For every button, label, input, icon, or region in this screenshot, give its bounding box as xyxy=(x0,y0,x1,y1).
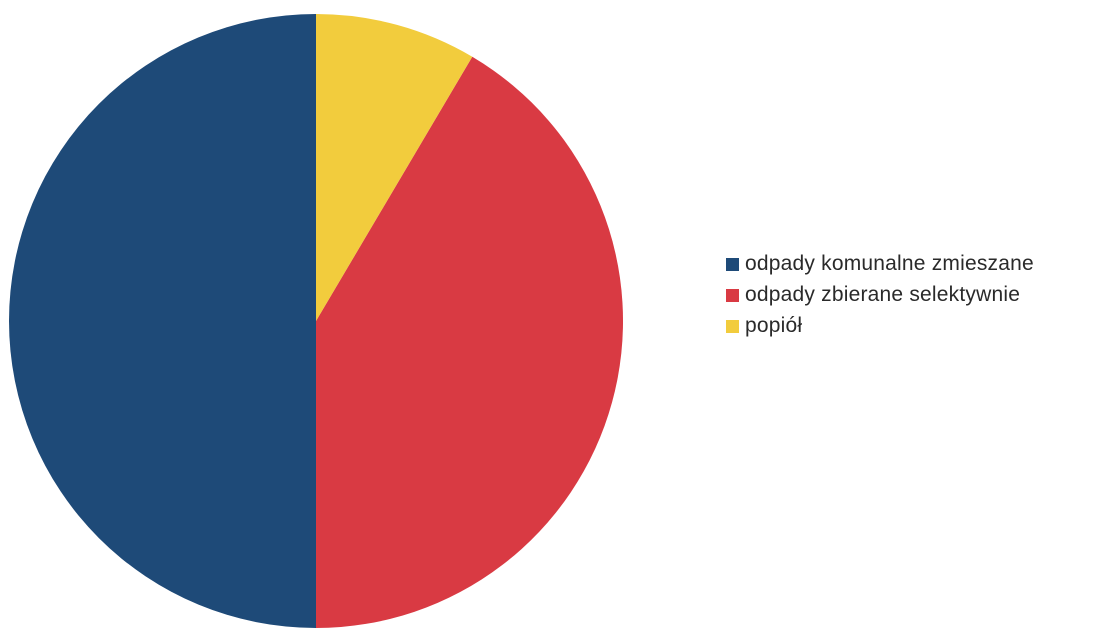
legend-label-mixed-waste: odpady komunalne zmieszane xyxy=(745,252,1034,275)
legend-swatch-mixed-waste xyxy=(726,257,739,271)
legend-swatch-selective-waste xyxy=(726,288,739,302)
legend-item-ash: popiół xyxy=(726,314,1034,338)
pie-slice-mixed-waste xyxy=(9,14,316,628)
pie-slice-selective-waste xyxy=(316,56,624,628)
legend-label-ash: popiół xyxy=(745,314,803,337)
legend-item-selective-waste: odpady zbierane selektywnie xyxy=(726,283,1034,307)
legend-label-selective-waste: odpady zbierane selektywnie xyxy=(745,283,1021,306)
pie-slice-ash xyxy=(316,13,473,321)
legend-item-mixed-waste: odpady komunalne zmieszane xyxy=(726,252,1034,276)
legend-swatch-ash xyxy=(726,319,739,333)
chart-legend: odpady komunalne zmieszane odpady zbiera… xyxy=(726,252,1034,338)
